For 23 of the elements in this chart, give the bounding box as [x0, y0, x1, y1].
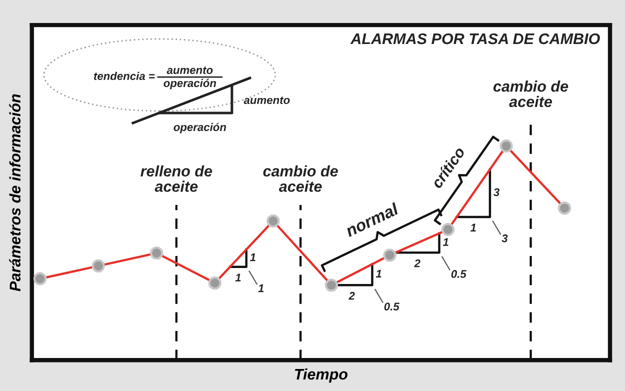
- annotation: 2: [414, 259, 420, 268]
- annotation: 1: [250, 253, 256, 262]
- annotation: cambio de aceite: [263, 165, 338, 192]
- x-axis-title: Tiempo: [294, 368, 348, 383]
- annotation: 2: [348, 292, 355, 300]
- annotation: 1: [235, 274, 241, 282]
- chart-title: ALARMAS POR TASA DE CAMBIO: [350, 33, 600, 44]
- text: operación: [174, 122, 226, 134]
- annotation: 1: [258, 284, 264, 292]
- text: cambio de aceite: [493, 80, 568, 108]
- annotation: 3: [502, 234, 508, 242]
- annotation: 3: [494, 188, 500, 196]
- annotation: 0.5: [451, 270, 466, 278]
- annotation: relleno de aceite: [140, 165, 212, 192]
- text: operación: [164, 78, 216, 90]
- y-axis-title: Parámetros de información: [9, 94, 21, 292]
- annotation: 1: [376, 270, 382, 278]
- text: aumento: [244, 96, 290, 104]
- annotation: 0.5: [384, 302, 400, 310]
- annotation: 1: [442, 238, 448, 246]
- text: aumento: [166, 66, 213, 74]
- annotation: 1: [470, 224, 476, 232]
- text: tendencia =: [94, 72, 155, 80]
